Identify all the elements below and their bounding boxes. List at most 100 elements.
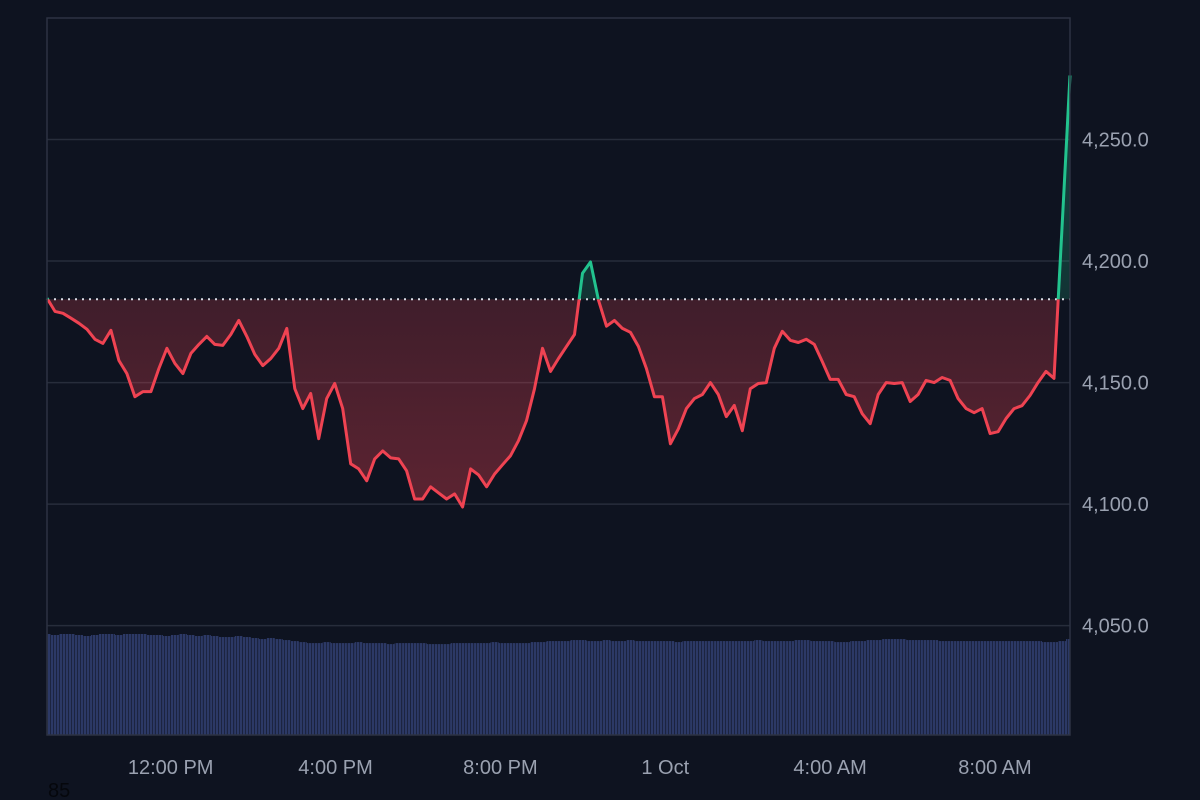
volume-bar	[210, 636, 219, 735]
volume-bar	[538, 642, 547, 735]
volume-bar	[402, 643, 411, 735]
volume-bar	[978, 641, 987, 735]
volume-bar	[1034, 641, 1043, 735]
volume-bar	[250, 638, 259, 735]
volume-bar	[826, 641, 835, 735]
volume-bar	[498, 643, 507, 735]
volume-bar	[794, 640, 803, 735]
volume-bar	[690, 641, 699, 735]
volume-bar	[66, 634, 75, 735]
y-tick-label: 4,250.0	[1082, 130, 1149, 152]
volume-bar	[114, 635, 123, 735]
volume-bar	[650, 641, 659, 735]
volume-bar	[514, 643, 523, 735]
volume-bar	[474, 643, 483, 735]
volume-bar	[882, 639, 891, 735]
volume-bar	[962, 641, 971, 735]
volume-bar	[594, 641, 603, 735]
volume-bar	[154, 635, 163, 735]
volume-bar	[282, 640, 291, 735]
volume-bar	[610, 641, 619, 735]
volume-bar	[754, 640, 763, 735]
volume-bar	[786, 641, 795, 735]
volume-bar	[586, 641, 595, 735]
volume-bar	[234, 636, 243, 735]
volume-bar	[930, 640, 939, 735]
volume-bar	[554, 641, 563, 735]
volume-bar	[434, 644, 443, 735]
volume-bar	[770, 641, 779, 735]
price-line	[45, 75, 1072, 509]
volume-bar	[946, 641, 955, 735]
area-below-baseline	[47, 299, 1070, 507]
volume-bar	[522, 643, 531, 735]
volume-bar	[778, 641, 787, 735]
volume-bar	[970, 641, 979, 735]
volume-bar	[1002, 641, 1011, 735]
volume-bars	[47, 634, 1070, 735]
volume-bar	[658, 641, 667, 735]
price-line-below	[45, 299, 1060, 509]
volume-bar	[762, 641, 771, 735]
volume-bar	[626, 640, 635, 735]
y-tick-label: 4,150.0	[1082, 373, 1149, 395]
y-tick-label: 4,050.0	[1082, 616, 1149, 638]
volume-bar	[258, 639, 267, 735]
volume-bar	[146, 635, 155, 735]
volume-bar	[338, 643, 347, 735]
volume-bar	[1042, 642, 1051, 735]
volume-bar	[162, 636, 171, 735]
volume-bar	[1058, 641, 1067, 735]
volume-bar	[314, 643, 323, 735]
volume-bar	[354, 642, 363, 735]
volume-bar	[362, 643, 371, 735]
volume-bar	[682, 641, 691, 735]
volume-bar	[410, 643, 419, 735]
volume-bar	[346, 643, 355, 735]
corner-label: 85	[48, 780, 70, 800]
volume-bar	[170, 635, 179, 735]
volume-bar	[90, 635, 99, 735]
volume-bar	[194, 636, 203, 735]
volume-bar	[922, 640, 931, 735]
volume-bar	[994, 641, 1003, 735]
x-tick-label: 4:00 AM	[793, 757, 866, 779]
volume-bar	[602, 640, 611, 735]
volume-bar	[466, 643, 475, 735]
volume-bar	[706, 641, 715, 735]
volume-bar	[842, 642, 851, 735]
plot-border	[46, 17, 1071, 736]
volume-bar	[138, 634, 147, 735]
x-tick-label: 8:00 AM	[958, 757, 1031, 779]
volume-bar	[122, 634, 131, 735]
volume-bar	[562, 641, 571, 735]
volume-bar	[1018, 641, 1027, 735]
volume-bar	[242, 637, 251, 735]
volume-bar	[890, 639, 899, 735]
volume-bar	[274, 639, 283, 735]
volume-bar	[266, 638, 275, 735]
volume-bar	[98, 634, 107, 735]
volume-bar	[954, 641, 963, 735]
volume-bar	[394, 643, 403, 735]
volume-bar	[738, 641, 747, 735]
volume-bar	[634, 641, 643, 735]
volume-bar	[730, 641, 739, 735]
volume-bar	[74, 635, 83, 735]
volume-bar	[386, 644, 395, 735]
volume-bar	[858, 641, 867, 735]
volume-bar	[330, 643, 339, 735]
volume-bar	[570, 640, 579, 735]
volume-bar	[746, 641, 755, 735]
volume-bar	[202, 635, 211, 735]
volume-bar	[802, 640, 811, 735]
volume-bar	[218, 637, 227, 735]
volume-bar	[674, 642, 683, 735]
volume-bar	[82, 636, 91, 735]
price-area	[47, 75, 1070, 507]
volume-bar	[866, 640, 875, 735]
volume-bar	[226, 637, 235, 735]
volume-bar	[370, 643, 379, 735]
volume-bar	[850, 641, 859, 735]
